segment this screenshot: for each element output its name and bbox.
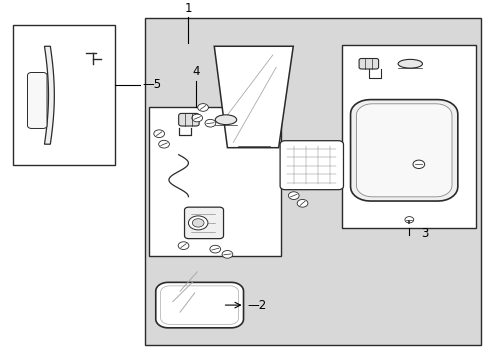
Circle shape: [188, 216, 207, 230]
Circle shape: [209, 245, 220, 253]
Polygon shape: [27, 72, 47, 129]
Circle shape: [412, 160, 424, 168]
Polygon shape: [160, 286, 238, 324]
Circle shape: [288, 192, 299, 199]
Circle shape: [154, 130, 164, 138]
Polygon shape: [280, 141, 343, 190]
Polygon shape: [184, 207, 223, 239]
Circle shape: [297, 199, 307, 207]
Circle shape: [192, 219, 203, 227]
Circle shape: [404, 217, 413, 223]
Polygon shape: [356, 104, 451, 197]
Circle shape: [204, 120, 215, 127]
Ellipse shape: [397, 59, 422, 68]
Bar: [149, 108, 281, 256]
Circle shape: [197, 104, 208, 111]
Text: —2: —2: [246, 298, 265, 312]
Text: 1: 1: [184, 2, 192, 15]
Circle shape: [178, 242, 188, 249]
Circle shape: [191, 114, 202, 122]
Polygon shape: [44, 46, 54, 144]
Polygon shape: [358, 59, 378, 69]
Text: —5: —5: [142, 78, 161, 91]
Polygon shape: [178, 113, 199, 126]
Text: 4: 4: [192, 65, 199, 78]
Bar: [341, 45, 475, 228]
Circle shape: [222, 251, 232, 258]
Circle shape: [158, 140, 169, 148]
Ellipse shape: [215, 115, 236, 125]
Bar: [144, 18, 480, 345]
Polygon shape: [350, 100, 457, 201]
Polygon shape: [156, 282, 243, 328]
Polygon shape: [214, 46, 293, 148]
Text: 3: 3: [420, 227, 427, 240]
Bar: [13, 25, 115, 165]
